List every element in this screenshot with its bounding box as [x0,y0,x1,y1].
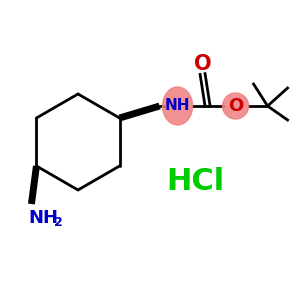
Text: 2: 2 [54,217,63,230]
Text: NH: NH [165,98,190,112]
Text: O: O [228,97,243,115]
Text: HCl: HCl [166,167,224,196]
Text: NH: NH [28,209,58,227]
Text: O: O [194,54,212,74]
Ellipse shape [223,93,249,119]
Ellipse shape [163,87,193,125]
